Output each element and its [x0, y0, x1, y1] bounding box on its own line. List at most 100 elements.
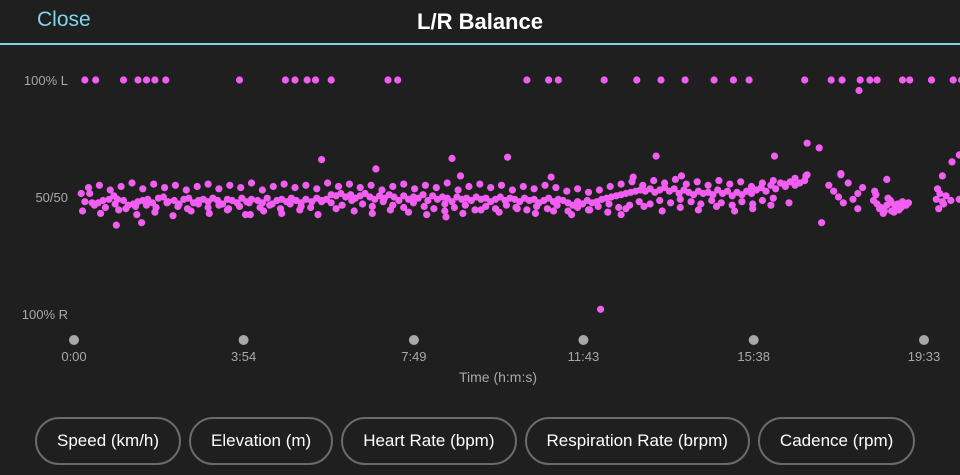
- data-point: [332, 205, 340, 213]
- data-point: [215, 185, 223, 193]
- data-point: [174, 202, 182, 210]
- data-point: [595, 186, 604, 194]
- data-point: [617, 180, 625, 188]
- data-point: [667, 199, 675, 207]
- data-point: [508, 186, 516, 194]
- data-point: [465, 182, 473, 191]
- data-point: [513, 205, 521, 213]
- x-tick-label: 3:54: [231, 349, 256, 364]
- data-point: [547, 173, 555, 181]
- data-point: [372, 165, 380, 173]
- data-point: [876, 205, 884, 213]
- data-point: [194, 200, 202, 208]
- data-point: [738, 198, 746, 206]
- data-point: [128, 179, 136, 187]
- data-point: [461, 201, 469, 209]
- data-point: [119, 196, 128, 205]
- data-point: [235, 202, 244, 210]
- data-point: [801, 76, 809, 84]
- data-point: [122, 205, 130, 213]
- metric-button-speed[interactable]: Speed (km/h): [35, 417, 182, 465]
- x-tick-marker: [748, 335, 759, 345]
- data-point: [318, 198, 326, 206]
- data-point: [400, 180, 408, 188]
- metric-button-heart-rate[interactable]: Heart Rate (bpm): [341, 417, 517, 465]
- close-button[interactable]: Close: [37, 8, 91, 31]
- data-point: [712, 202, 721, 210]
- data-point: [185, 194, 193, 202]
- data-point: [454, 186, 462, 194]
- data-point: [617, 211, 625, 219]
- data-point: [568, 211, 576, 219]
- data-point: [448, 154, 456, 162]
- data-point: [606, 182, 614, 191]
- data-point: [883, 175, 891, 183]
- data-point: [694, 206, 703, 214]
- data-point: [815, 144, 823, 152]
- data-point: [731, 207, 739, 215]
- data-point: [81, 198, 89, 206]
- data-point: [115, 206, 123, 214]
- data-point: [269, 182, 277, 191]
- data-point: [938, 172, 947, 180]
- data-point: [545, 76, 553, 84]
- data-point: [441, 207, 449, 215]
- data-point: [586, 206, 594, 214]
- data-point: [378, 186, 386, 194]
- data-point: [927, 76, 936, 84]
- data-point: [844, 179, 852, 187]
- data-point: [948, 158, 956, 166]
- data-point: [476, 180, 484, 188]
- data-point: [502, 201, 510, 209]
- data-point: [661, 179, 669, 187]
- data-point: [133, 211, 141, 219]
- data-point: [604, 208, 612, 216]
- x-tick-label: 7:49: [401, 349, 426, 364]
- data-point: [106, 186, 114, 194]
- data-point: [935, 205, 943, 213]
- data-point: [758, 196, 767, 205]
- metric-button-respiration-rate[interactable]: Respiration Rate (brpm): [524, 417, 750, 465]
- data-point: [676, 195, 684, 203]
- data-point: [866, 76, 874, 84]
- x-tick-label: 0:00: [61, 349, 86, 364]
- data-point: [873, 76, 881, 84]
- x-tick-marker: [919, 335, 929, 345]
- data-point: [151, 208, 159, 216]
- data-point: [334, 182, 343, 191]
- data-point: [947, 196, 955, 205]
- data-point: [657, 76, 665, 84]
- x-tick-marker: [69, 335, 79, 345]
- data-point: [681, 76, 689, 84]
- data-point: [854, 205, 862, 213]
- data-point: [818, 219, 826, 227]
- data-point: [791, 174, 799, 182]
- x-tick-label: 11:43: [568, 349, 600, 364]
- data-point: [552, 184, 560, 192]
- data-point: [286, 200, 294, 208]
- data-point: [767, 201, 775, 209]
- data-point: [78, 207, 87, 215]
- data-point: [450, 203, 458, 212]
- data-point: [639, 181, 647, 189]
- data-point: [906, 76, 914, 84]
- metric-button-cadence[interactable]: Cadence (rpm): [757, 417, 916, 465]
- data-point: [367, 181, 375, 189]
- data-point: [769, 177, 777, 185]
- data-point: [442, 213, 450, 221]
- data-point: [728, 201, 736, 209]
- data-point: [92, 76, 100, 84]
- data-point: [348, 196, 356, 205]
- metric-button-elevation[interactable]: Elevation (m): [189, 417, 334, 465]
- data-point: [597, 305, 605, 313]
- data-point: [541, 181, 549, 189]
- data-point: [338, 201, 346, 209]
- data-point: [112, 221, 120, 229]
- data-point: [723, 187, 732, 195]
- data-point: [785, 199, 793, 207]
- data-point: [247, 179, 256, 187]
- data-point: [834, 193, 843, 201]
- data-point: [86, 189, 94, 198]
- data-point: [424, 196, 432, 205]
- data-point: [656, 196, 664, 205]
